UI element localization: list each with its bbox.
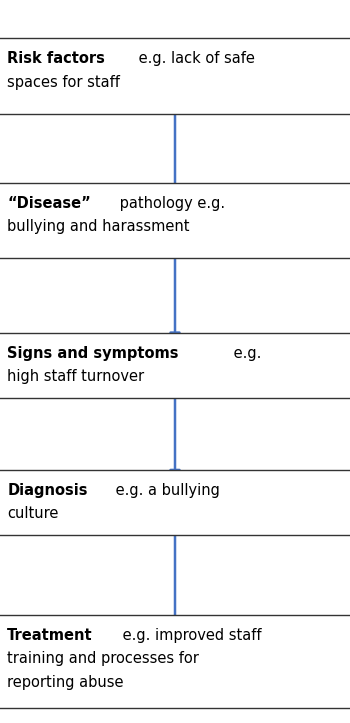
- Text: reporting abuse: reporting abuse: [7, 675, 124, 690]
- Bar: [0, 38, 350, 114]
- Text: bullying and harassment: bullying and harassment: [7, 219, 190, 234]
- Text: high staff turnover: high staff turnover: [7, 369, 145, 384]
- Text: Risk factors: Risk factors: [7, 51, 105, 67]
- Text: pathology e.g.: pathology e.g.: [115, 196, 225, 211]
- Text: e.g. improved staff: e.g. improved staff: [118, 628, 261, 643]
- Text: e.g.: e.g.: [229, 346, 261, 361]
- Text: culture: culture: [7, 506, 59, 521]
- Text: e.g. a bullying: e.g. a bullying: [111, 483, 220, 498]
- Bar: [0, 470, 350, 535]
- Text: Diagnosis: Diagnosis: [7, 483, 88, 498]
- Text: “Disease”: “Disease”: [7, 196, 91, 211]
- Bar: [0, 615, 350, 709]
- Text: Signs and symptoms: Signs and symptoms: [7, 346, 179, 361]
- Bar: [0, 183, 350, 258]
- Text: training and processes for: training and processes for: [7, 651, 199, 666]
- Text: spaces for staff: spaces for staff: [7, 74, 120, 90]
- Text: e.g. lack of safe: e.g. lack of safe: [134, 51, 254, 67]
- Bar: [0, 333, 350, 398]
- Text: Treatment: Treatment: [7, 628, 93, 643]
